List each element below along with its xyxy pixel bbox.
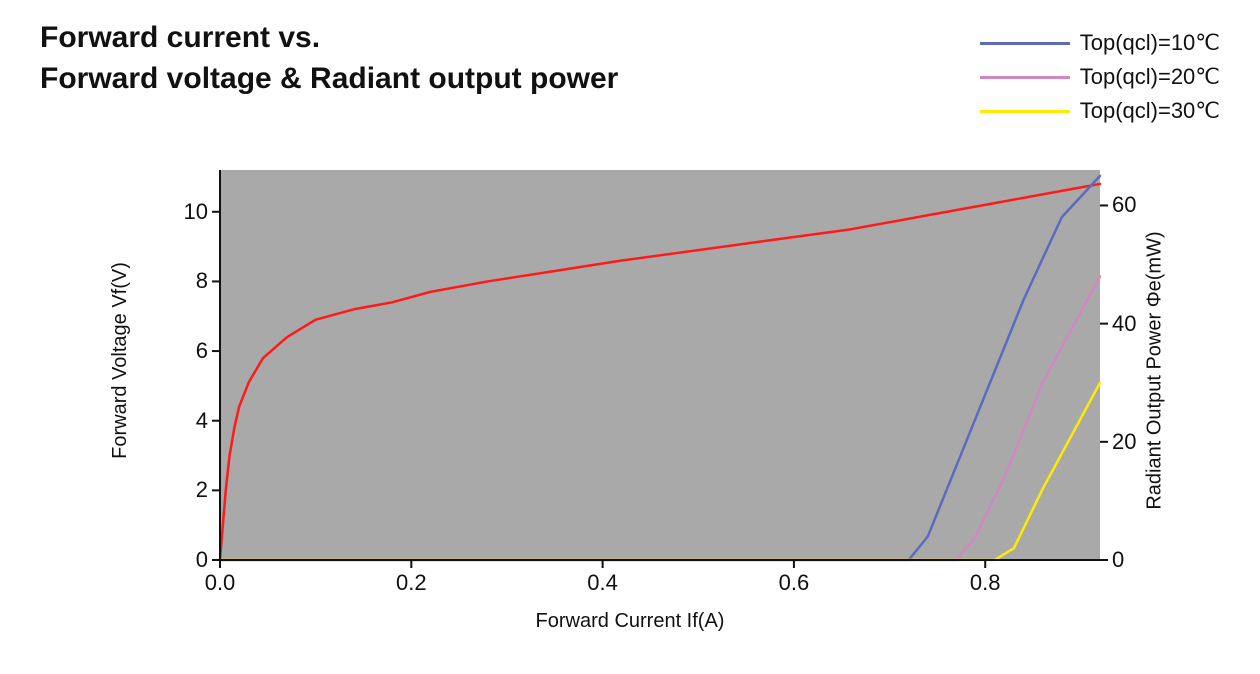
tick-label: 0 (1112, 547, 1124, 573)
tick-label: 6 (196, 338, 208, 364)
legend-item-20c: Top(qcl)=20℃ (980, 64, 1220, 90)
tick-label: 60 (1112, 192, 1136, 218)
legend-label: Top(qcl)=20℃ (1080, 64, 1220, 90)
chart-svg (150, 170, 1110, 650)
tick-label: 20 (1112, 429, 1136, 455)
tick-label: 0.2 (396, 570, 427, 596)
legend-label: Top(qcl)=30℃ (1080, 98, 1220, 124)
page: Forward current vs. Forward voltage & Ra… (0, 0, 1260, 674)
tick-label: 0.6 (779, 570, 810, 596)
legend-swatch (980, 110, 1070, 113)
tick-label: 2 (196, 477, 208, 503)
y-left-axis-label: Forward Voltage Vf(V) (110, 170, 130, 550)
y-right-axis-label: Radiant Output Power Φe(mW) (1145, 170, 1165, 570)
legend-item-10c: Top(qcl)=10℃ (980, 30, 1220, 56)
tick-label: 8 (196, 268, 208, 294)
tick-label: 10 (184, 199, 208, 225)
legend-label: Top(qcl)=10℃ (1080, 30, 1220, 56)
chart-title: Forward current vs. Forward voltage & Ra… (40, 18, 618, 99)
tick-label: 4 (196, 408, 208, 434)
legend-swatch (980, 76, 1070, 79)
tick-label: 0.8 (970, 570, 1001, 596)
tick-label: 0.0 (205, 570, 236, 596)
chart-area (150, 170, 1110, 650)
title-line2: Forward voltage & Radiant output power (40, 62, 618, 95)
title-line1: Forward current vs. (40, 21, 320, 54)
tick-label: 40 (1112, 311, 1136, 337)
tick-label: 0.4 (587, 570, 618, 596)
legend-item-30c: Top(qcl)=30℃ (980, 98, 1220, 124)
tick-label: 0 (196, 547, 208, 573)
legend-swatch (980, 42, 1070, 45)
legend: Top(qcl)=10℃ Top(qcl)=20℃ Top(qcl)=30℃ (980, 30, 1220, 132)
